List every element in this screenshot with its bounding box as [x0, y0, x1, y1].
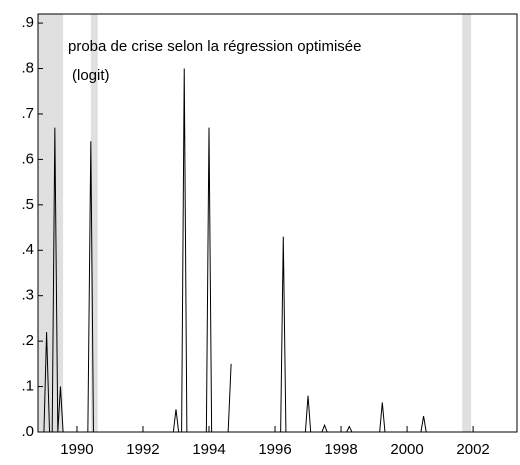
shaded-period [90, 14, 98, 432]
shading-layer [38, 14, 472, 432]
y-tick-label: .2 [21, 332, 34, 349]
y-tick-label: .1 [21, 378, 34, 395]
annotation: proba de crise selon la régression optim… [68, 38, 362, 55]
shaded-period [462, 14, 472, 432]
y-tick-label: .6 [21, 150, 34, 167]
y-tick-label: .9 [21, 14, 34, 31]
y-tick-label: .8 [21, 59, 34, 76]
y-tick-label: .0 [21, 423, 34, 440]
y-tick-label: .7 [21, 105, 34, 122]
x-tick-label: 1990 [60, 441, 93, 458]
x-tick-label: 1994 [192, 441, 225, 458]
x-tick-label: 1992 [126, 441, 159, 458]
x-tick-label: 2000 [390, 441, 423, 458]
shaded-period [38, 14, 64, 432]
y-tick-label: .3 [21, 287, 34, 304]
y-tick-label: .5 [21, 196, 34, 213]
x-tick-label: 1998 [324, 441, 357, 458]
x-tick-label: 1996 [258, 441, 291, 458]
annotation: (logit) [72, 67, 110, 84]
x-tick-label: 2002 [456, 441, 489, 458]
y-tick-label: .4 [21, 241, 34, 258]
plot-frame [37, 13, 518, 433]
series-line [41, 68, 517, 433]
